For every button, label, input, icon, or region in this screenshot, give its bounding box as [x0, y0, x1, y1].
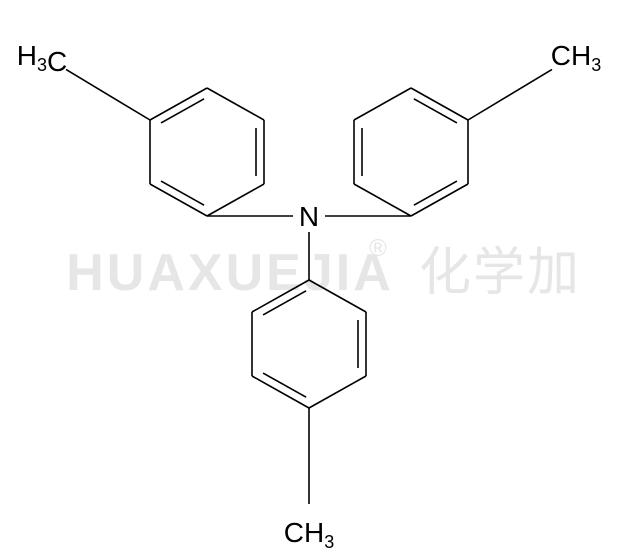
- watermark: HUAXUEJIA ® 化学加: [66, 235, 581, 302]
- watermark-main: HUAXUEJIA: [66, 244, 394, 302]
- atom-methyl: CH3: [284, 517, 334, 552]
- bond: [66, 69, 150, 120]
- atom-methyl: H3C: [17, 40, 67, 77]
- bond: [411, 184, 468, 216]
- bond: [468, 69, 552, 120]
- atom-methyl: CH3: [551, 40, 601, 75]
- bond: [354, 88, 411, 120]
- bond: [354, 184, 411, 216]
- bond: [150, 88, 207, 120]
- bond: [309, 376, 366, 408]
- bond: [411, 88, 468, 120]
- molecule-diagram: HUAXUEJIA ® 化学加 N H3C CH3 CH3: [0, 0, 634, 560]
- bond: [252, 376, 309, 408]
- atom-nitrogen: N: [299, 201, 319, 232]
- watermark-registered-icon: ®: [369, 235, 387, 262]
- bond: [207, 184, 264, 216]
- bond: [207, 88, 264, 120]
- bond: [150, 184, 207, 216]
- watermark-cn: 化学加: [419, 244, 581, 302]
